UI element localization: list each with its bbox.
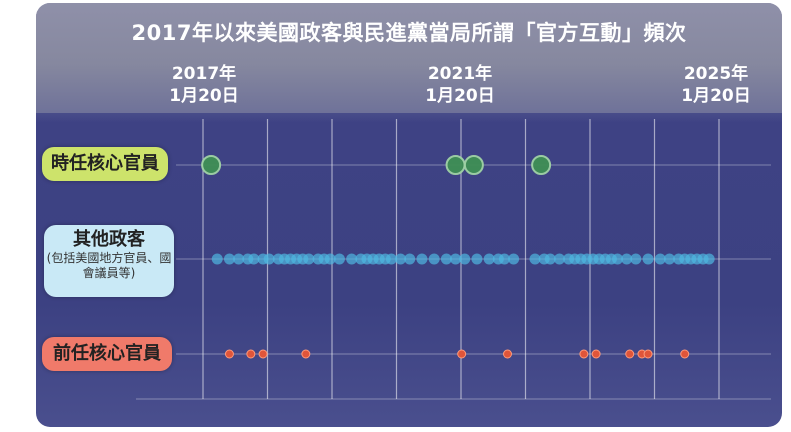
point-other [459,253,471,265]
point-former [625,349,635,359]
point-former [457,349,467,359]
legend-label-current: 時任核心官員 [42,147,168,181]
title-band [36,3,782,113]
point-current [201,155,222,175]
x-tick-label: 2021年 1月20日 [425,64,495,106]
x-tick-label: 2025年 1月20日 [681,64,751,106]
point-other [654,253,666,265]
point-other [508,253,520,265]
point-other [233,253,245,265]
point-other [440,253,452,265]
point-other [630,253,642,265]
legend-name: 時任核心官員 [51,153,159,174]
point-former [591,349,601,359]
plot-area [136,119,771,400]
point-other [544,253,556,265]
point-current [463,155,484,175]
point-other [663,253,675,265]
point-former [579,349,589,359]
point-other [612,253,623,265]
point-other [324,253,336,265]
point-other [385,253,397,265]
point-other [703,253,715,265]
point-other [471,253,483,265]
point-former [246,349,256,359]
x-tick-label: 2017年 1月20日 [169,64,239,106]
chart-panel: 2017年以來美國政客與民進黨當局所謂「官方互動」頻次 2017年 1月20日 2… [36,3,782,427]
legend-subtext: (包括美國地方官員、國會議員等) [46,251,172,280]
point-other [450,253,462,265]
point-other [333,253,345,265]
point-other [395,253,407,265]
point-other [416,253,428,265]
point-other [211,253,223,265]
point-current [531,155,552,175]
point-former [680,349,690,359]
chart-title: 2017年以來美國政客與民進黨當局所謂「官方互動」頻次 [131,21,687,45]
point-other [553,253,565,265]
point-other [248,253,260,265]
point-other [498,253,510,265]
point-other [346,253,358,265]
legend-label-other: 其他政客 (包括美國地方官員、國會議員等) [44,225,174,297]
point-other [642,253,654,265]
point-former [301,349,311,359]
point-other [529,253,541,265]
point-former [258,349,268,359]
point-other [263,253,275,265]
point-other [428,253,440,265]
legend-label-former: 前任核心官員 [42,337,172,371]
point-other [404,253,416,265]
point-other [223,253,235,265]
legend-name: 前任核心官員 [53,343,161,364]
point-other [303,253,315,265]
point-current [445,155,466,175]
point-former [503,349,512,359]
point-former [643,349,653,359]
point-other [621,253,633,265]
point-other [483,253,495,265]
legend-name: 其他政客 [73,229,145,250]
point-former [224,349,234,359]
